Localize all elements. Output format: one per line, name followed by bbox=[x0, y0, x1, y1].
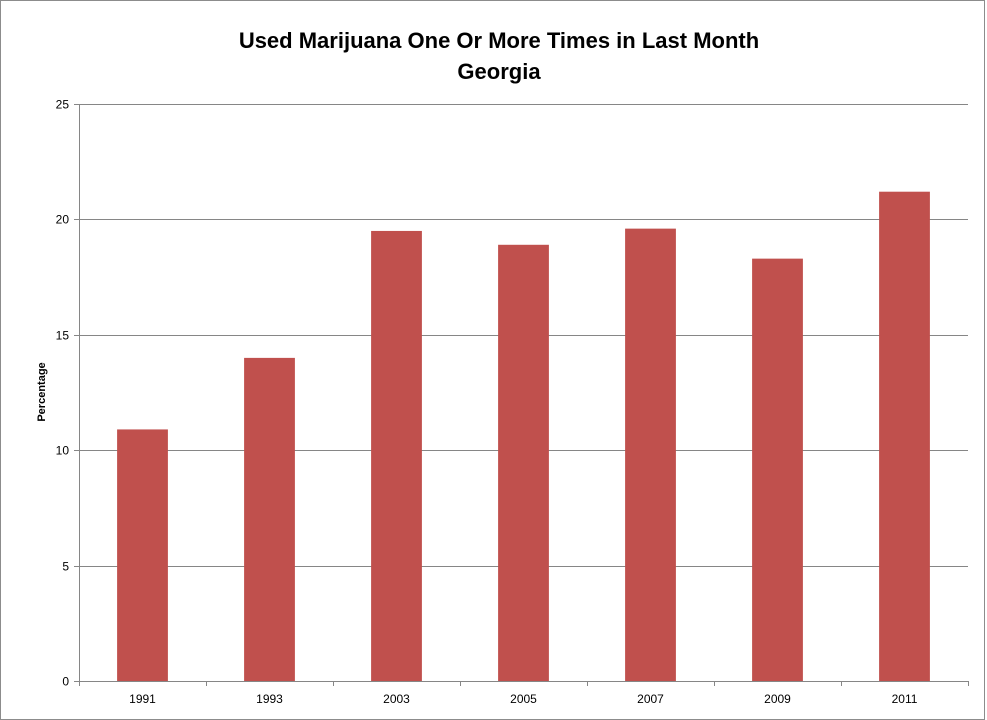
bar-2011 bbox=[879, 191, 930, 682]
x-tick-label-2007: 2007 bbox=[637, 692, 664, 706]
bar-1991 bbox=[117, 429, 168, 681]
x-tick-label-2011: 2011 bbox=[892, 692, 918, 706]
bar-1993 bbox=[244, 357, 295, 681]
bar-2005 bbox=[498, 244, 549, 681]
x-tick-label-2009: 2009 bbox=[764, 692, 791, 706]
x-tick-label-1991: 1991 bbox=[129, 692, 156, 706]
tick-labels: 0 5 10 15 20 25 1991 1993 2003 2005 2007 2009 2011 bbox=[56, 98, 918, 707]
chart-title: Used Marijuana One Or More Times in Last… bbox=[239, 28, 759, 53]
y-tick-label-5: 5 bbox=[62, 560, 69, 574]
y-tick-label-0: 0 bbox=[62, 675, 69, 689]
bar-2003 bbox=[371, 230, 422, 681]
y-tick-label-10: 10 bbox=[56, 444, 70, 458]
x-tick-label-2003: 2003 bbox=[383, 692, 410, 706]
bar-2009 bbox=[752, 258, 803, 681]
y-tick-label-25: 25 bbox=[56, 98, 70, 112]
y-tick-label-15: 15 bbox=[56, 329, 70, 343]
chart-subtitle: Georgia bbox=[457, 59, 541, 84]
bars bbox=[117, 191, 930, 682]
axes bbox=[74, 104, 969, 686]
y-tick-label-20: 20 bbox=[56, 213, 70, 227]
bar-2007 bbox=[625, 228, 676, 681]
x-tick-label-2005: 2005 bbox=[510, 692, 537, 706]
y-axis-title: Percentage bbox=[36, 362, 48, 421]
x-tick-label-1993: 1993 bbox=[256, 692, 283, 706]
